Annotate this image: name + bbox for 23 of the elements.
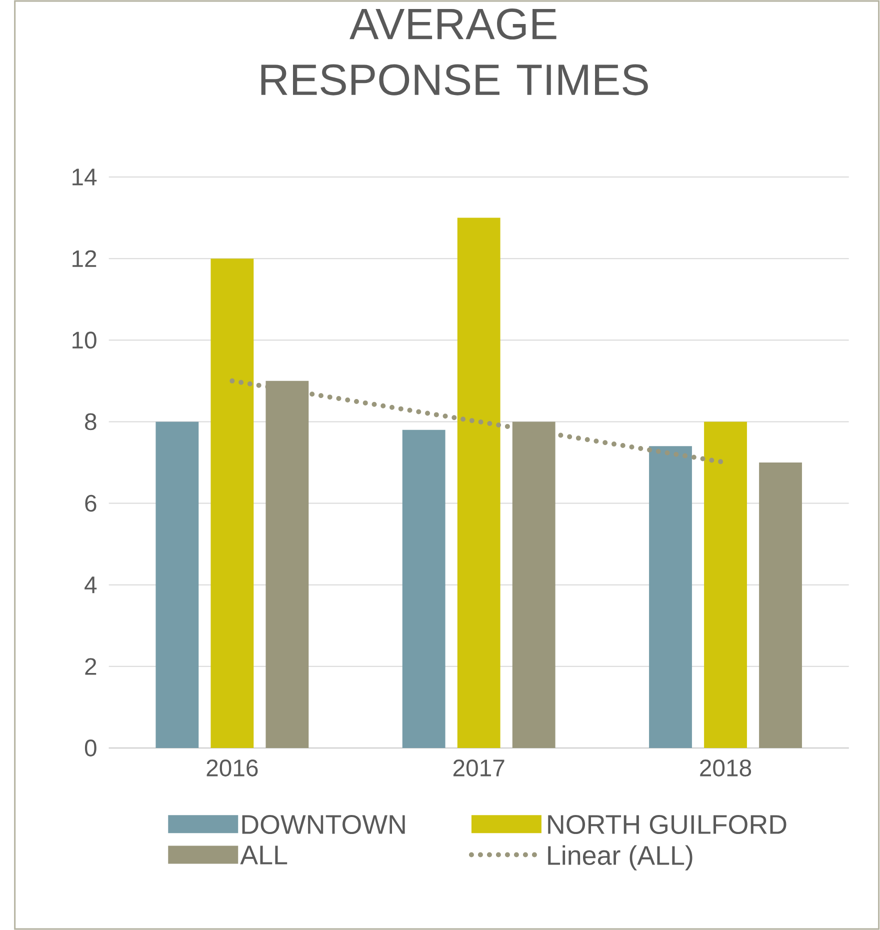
bar [402,430,446,748]
y-tick-label: 10 [72,332,96,349]
y-tick-label: 6 [85,494,96,512]
y-tick-label: 12 [72,250,96,267]
y-tick-label: 2 [85,658,96,675]
legend-label: DOWNTOWN [242,814,405,834]
bar [210,258,254,748]
x-tick-label: 2018 [700,760,752,776]
y-tick-label: 4 [84,576,97,594]
legend-label: NORTH GUILFORD [548,814,786,834]
bar [457,218,500,748]
bar [156,422,199,748]
bar [649,446,692,748]
y-tick-label: 14 [72,168,97,186]
bar [704,422,748,748]
y-tick-label: 0 [85,740,96,756]
legend-label: ALL [240,846,288,864]
legend-label: Linear (ALL) [548,845,692,870]
chart-title: AVERAGE RESPONSE TIMES [261,8,648,96]
x-tick-label: 2017 [454,760,504,776]
x-tick-label: 2016 [206,760,258,776]
bar [759,462,802,748]
y-tick-label: 8 [85,413,96,430]
